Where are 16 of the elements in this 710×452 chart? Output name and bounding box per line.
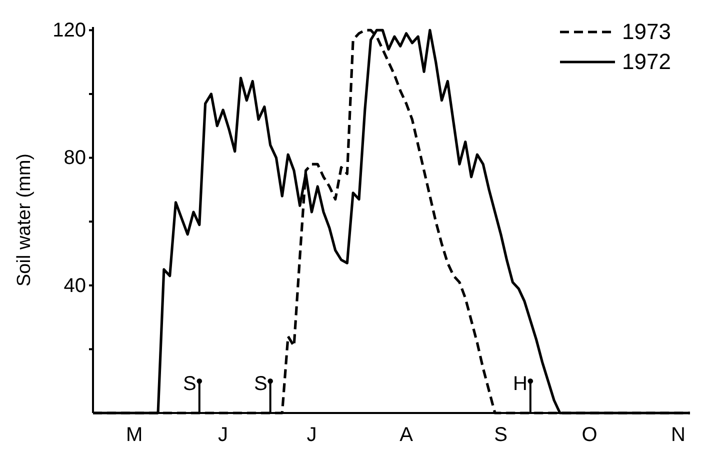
y-axis-title: Soil water (mm) xyxy=(14,153,35,287)
data-label: S xyxy=(254,373,268,396)
data-label: H xyxy=(512,373,528,396)
legend-label: 1972 xyxy=(622,49,671,74)
x-tick-label: S xyxy=(494,424,508,446)
y-tick-label: 40 xyxy=(64,274,86,297)
x-tick-label: N xyxy=(670,424,686,446)
x-tick-label: A xyxy=(400,424,414,446)
legend-label: 1973 xyxy=(622,19,671,44)
y-tick-label: 120 xyxy=(52,20,86,42)
y-tick-label: 80 xyxy=(64,147,86,170)
data-label: S xyxy=(183,373,196,396)
x-tick-label: O xyxy=(582,424,598,446)
x-tick-label: J xyxy=(306,424,317,446)
x-tick-label: M xyxy=(126,424,143,446)
x-tick-label: J xyxy=(218,424,228,446)
